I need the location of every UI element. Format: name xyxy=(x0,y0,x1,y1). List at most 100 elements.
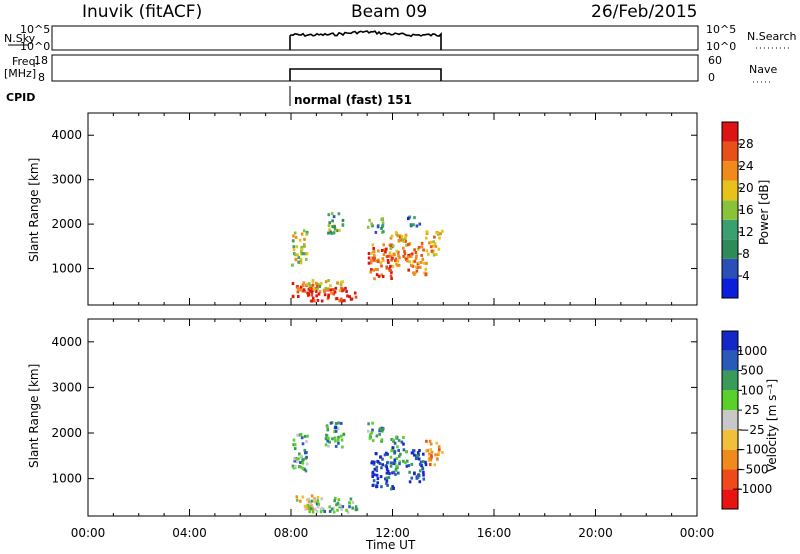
range-cell xyxy=(396,263,399,267)
range-cell xyxy=(292,443,295,447)
range-cell xyxy=(366,225,370,229)
range-cell xyxy=(432,253,436,257)
range-cell xyxy=(382,230,385,234)
range-cell xyxy=(429,245,433,249)
time-tick-label: 20:00 xyxy=(578,526,613,540)
range-cell xyxy=(337,498,341,502)
range-cell xyxy=(329,421,333,425)
colorbar-segment xyxy=(722,161,738,181)
range-cell xyxy=(379,455,382,459)
range-cell xyxy=(376,268,379,271)
range-cell xyxy=(435,441,439,445)
colorbar-tick-label: 1000 xyxy=(737,344,768,358)
range-cell xyxy=(336,501,340,505)
range-cell xyxy=(375,469,379,473)
range-cell xyxy=(439,232,442,236)
range-cell xyxy=(345,290,348,293)
range-cell xyxy=(382,243,385,247)
range-cell xyxy=(295,498,299,502)
range-cell xyxy=(389,487,393,491)
range-cell xyxy=(302,288,306,292)
cpid-text: normal (fast) 151 xyxy=(294,93,412,107)
range-cell xyxy=(332,215,336,219)
range-cell xyxy=(367,429,370,433)
range-cell xyxy=(354,295,358,299)
range-cell xyxy=(345,508,348,512)
range-cell xyxy=(320,497,323,501)
range-cell xyxy=(395,249,399,253)
range-cell xyxy=(373,256,376,260)
range-cell xyxy=(299,433,303,436)
range-cell xyxy=(407,217,410,221)
range-cell xyxy=(375,465,379,469)
range-cell xyxy=(407,268,410,272)
range-cell xyxy=(320,299,324,303)
range-cell xyxy=(428,452,431,456)
range-cell xyxy=(310,494,314,498)
range-cell xyxy=(308,510,311,514)
range-cell xyxy=(418,462,422,466)
time-tick-label: 12:00 xyxy=(375,526,410,540)
range-cell xyxy=(427,252,430,256)
range-cell xyxy=(415,254,418,258)
range-cell xyxy=(327,279,330,282)
range-cell xyxy=(433,463,436,467)
range-cell xyxy=(389,464,393,468)
range-cell xyxy=(301,442,305,446)
range-cell xyxy=(381,463,384,467)
range-cell xyxy=(370,461,373,465)
colorbar-tick-label: −1000 xyxy=(732,482,773,496)
range-cell xyxy=(303,244,306,248)
range-cell xyxy=(414,256,418,260)
colorbar-tick-label: 28 xyxy=(738,137,753,151)
range-cell xyxy=(371,243,375,247)
range-cell xyxy=(370,268,373,272)
range-cell xyxy=(371,471,374,475)
range-cell xyxy=(430,454,433,458)
velocity-colorbar: 1000 500 100 25 −25 −100 −500 −1000 xyxy=(721,330,773,510)
range-cell xyxy=(367,252,371,255)
range-cell xyxy=(397,254,400,257)
range-cell xyxy=(408,470,411,474)
range-cell xyxy=(328,440,331,444)
range-cell xyxy=(291,239,295,243)
range-cell xyxy=(407,243,410,247)
range-cell xyxy=(299,461,302,464)
range-cell xyxy=(335,503,338,507)
range-cell xyxy=(420,260,423,264)
freq-label: Freq. xyxy=(12,55,39,68)
range-cell xyxy=(418,469,422,473)
range-cell xyxy=(401,238,405,242)
range-cell xyxy=(333,227,337,231)
range-cell xyxy=(296,460,299,464)
colorbar-tick-label: −25 xyxy=(739,423,764,437)
range-cell xyxy=(297,256,301,259)
range-cell xyxy=(375,273,379,277)
y-tick-label: 4000 xyxy=(51,128,82,142)
range-cell xyxy=(393,441,397,445)
range-cell xyxy=(390,258,393,262)
range-cell xyxy=(412,449,415,453)
range-cell xyxy=(298,433,301,437)
colorbar-segment xyxy=(722,331,738,351)
y-tick-label: 2000 xyxy=(51,426,82,440)
range-cell xyxy=(371,475,374,478)
range-cell xyxy=(307,497,311,501)
range-cell xyxy=(296,286,300,290)
range-cell xyxy=(412,223,415,227)
range-cell xyxy=(311,283,315,287)
range-cell xyxy=(385,247,388,251)
range-cell xyxy=(300,247,304,251)
range-cell xyxy=(387,476,391,480)
range-cell xyxy=(329,230,332,234)
range-cell xyxy=(420,253,423,257)
time-axis-ticks: 00:00 04:00 08:00 12:00 16:00 20:00 00:00 xyxy=(71,526,715,540)
range-cell xyxy=(311,279,315,283)
range-cell xyxy=(417,261,420,265)
range-cell xyxy=(327,293,330,297)
range-cell xyxy=(381,257,385,261)
range-cell xyxy=(402,448,406,452)
range-cell xyxy=(294,257,297,261)
range-cell xyxy=(339,297,343,301)
range-cell xyxy=(421,460,425,464)
